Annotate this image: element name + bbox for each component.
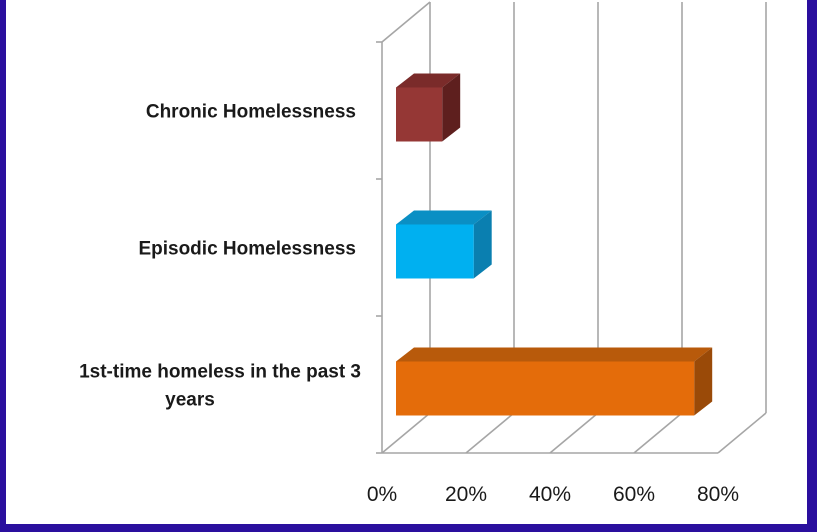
x-tick-label: 0% xyxy=(367,483,397,506)
floor-gridline xyxy=(381,412,431,454)
bar xyxy=(396,347,713,416)
category-label: years xyxy=(165,390,215,411)
bar xyxy=(396,73,461,142)
floor-gridline xyxy=(633,412,683,454)
bar-side-face xyxy=(694,347,713,416)
bar-front-face xyxy=(396,224,474,279)
bar-top-face xyxy=(396,210,492,225)
category-label: Episodic Homelessness xyxy=(138,239,356,260)
bar-top-face xyxy=(396,73,461,88)
bar-side-face xyxy=(442,73,461,142)
bar-top-face xyxy=(396,347,713,362)
x-tick-label: 40% xyxy=(529,483,571,506)
floor-gridline xyxy=(549,412,599,454)
wall-top-edge xyxy=(381,1,431,43)
category-label: Chronic Homelessness xyxy=(146,102,356,123)
x-tick-label: 20% xyxy=(445,483,487,506)
category-label: 1st-time homeless in the past 3 xyxy=(79,362,361,383)
x-tick-label: 80% xyxy=(697,483,739,506)
bar xyxy=(396,210,492,279)
x-tick-label: 60% xyxy=(613,483,655,506)
bar-front-face xyxy=(396,87,443,142)
floor-gridline xyxy=(717,412,767,454)
bar-side-face xyxy=(473,210,492,279)
bar-front-face xyxy=(396,361,695,416)
floor-gridline xyxy=(465,412,515,454)
